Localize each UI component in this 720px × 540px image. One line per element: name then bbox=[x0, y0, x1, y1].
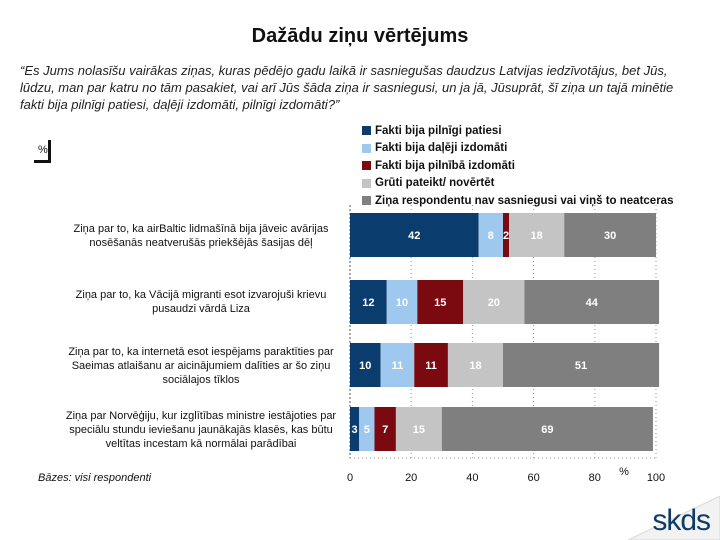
data-label: 69 bbox=[541, 424, 553, 436]
logo-text: skds bbox=[652, 504, 711, 537]
legend-swatch bbox=[362, 161, 371, 171]
legend-item: Fakti bija pilnīgi patiesi bbox=[362, 122, 673, 140]
x-tick-label: 0 bbox=[347, 472, 353, 484]
legend-label: Ziņa respondentu nav sasniegusi vai viņš… bbox=[375, 194, 674, 207]
unit-label: % bbox=[38, 144, 48, 156]
data-label: 18 bbox=[531, 230, 543, 242]
data-label: 5 bbox=[364, 424, 370, 436]
legend-label: Fakti bija pilnībā izdomāti bbox=[375, 159, 515, 172]
survey-question: “Es Jums nolasīšu vairākas ziņas, kuras … bbox=[20, 63, 674, 112]
bar-segment bbox=[350, 343, 381, 387]
data-label: 2 bbox=[503, 230, 509, 242]
legend-swatch bbox=[362, 196, 371, 206]
data-label: 44 bbox=[586, 297, 599, 309]
bar-segment bbox=[359, 407, 375, 451]
x-tick-label: 20 bbox=[405, 472, 417, 484]
bar-segment bbox=[441, 407, 653, 451]
bar-segment bbox=[463, 280, 525, 324]
x-axis-label: % bbox=[619, 466, 629, 478]
skds-logo: skds bbox=[628, 496, 720, 540]
data-label: 18 bbox=[469, 360, 481, 372]
legend-swatch bbox=[362, 143, 371, 153]
data-label: 42 bbox=[408, 230, 420, 242]
x-tick-label: 40 bbox=[466, 472, 478, 484]
data-label: 11 bbox=[392, 360, 404, 372]
x-tick-label: 100 bbox=[647, 472, 665, 484]
data-label: 3 bbox=[352, 424, 358, 436]
data-label: 20 bbox=[488, 297, 500, 309]
data-label: 15 bbox=[434, 297, 446, 309]
data-label: 10 bbox=[359, 360, 371, 372]
legend-swatch bbox=[362, 178, 371, 188]
legend-label: Fakti bija daļēji izdomāti bbox=[375, 142, 508, 155]
bar-segment bbox=[503, 213, 510, 257]
bar-segment bbox=[374, 407, 396, 451]
legend-label: Fakti bija pilnīgi patiesi bbox=[375, 124, 502, 137]
bar-segment bbox=[417, 280, 464, 324]
bar-segment bbox=[478, 213, 503, 257]
data-label: 30 bbox=[604, 230, 616, 242]
data-label: 15 bbox=[413, 424, 425, 436]
category-label: Ziņa par to, ka airBaltic lidmašīnā bija… bbox=[73, 223, 329, 249]
data-label: 12 bbox=[362, 297, 374, 309]
bar-segment bbox=[564, 213, 656, 257]
bar-segment bbox=[447, 343, 503, 387]
legend-item: Fakti bija daļēji izdomāti bbox=[362, 140, 673, 158]
bar-segment bbox=[395, 407, 442, 451]
bar-segment bbox=[524, 280, 660, 324]
bar-segment bbox=[386, 280, 418, 324]
x-tick-label: 80 bbox=[589, 472, 601, 484]
chart-legend: Fakti bija pilnīgi patiesi Fakti bija daļ… bbox=[362, 122, 673, 210]
data-label: 10 bbox=[396, 297, 408, 309]
data-label: 51 bbox=[575, 360, 587, 372]
data-label: 7 bbox=[382, 424, 388, 436]
category-label: Ziņa par to, ka Vācijā migranti esot izv… bbox=[75, 289, 327, 315]
legend-item: Ziņa respondentu nav sasniegusi vai viņš… bbox=[362, 192, 673, 210]
legend-item: Fakti bija pilnībā izdomāti bbox=[362, 157, 673, 175]
data-label: 11 bbox=[425, 360, 437, 372]
category-label: Ziņa par Norvēģiju, kur izglītības minis… bbox=[65, 410, 337, 450]
legend-label: Grūti pateikt/ novērtēt bbox=[375, 177, 495, 190]
category-label: Ziņa par to, ka internetā esot iespējams… bbox=[68, 346, 334, 386]
base-note: Bāzes: visi respondenti bbox=[38, 472, 152, 484]
bar-segment bbox=[350, 280, 387, 324]
legend-swatch bbox=[362, 126, 371, 136]
bar-segment bbox=[503, 343, 660, 387]
legend-item: Grūti pateikt/ novērtēt bbox=[362, 175, 673, 193]
bar-segment bbox=[350, 213, 479, 257]
data-label: 8 bbox=[488, 230, 494, 242]
percent-bracket bbox=[34, 140, 51, 163]
bar-segment bbox=[380, 343, 415, 387]
chart-title: Dažādu ziņu vērtējums bbox=[251, 25, 469, 47]
bar-segment bbox=[509, 213, 565, 257]
x-tick-label: 60 bbox=[527, 472, 539, 484]
bar-segment bbox=[350, 407, 360, 451]
bar-segment bbox=[414, 343, 448, 387]
